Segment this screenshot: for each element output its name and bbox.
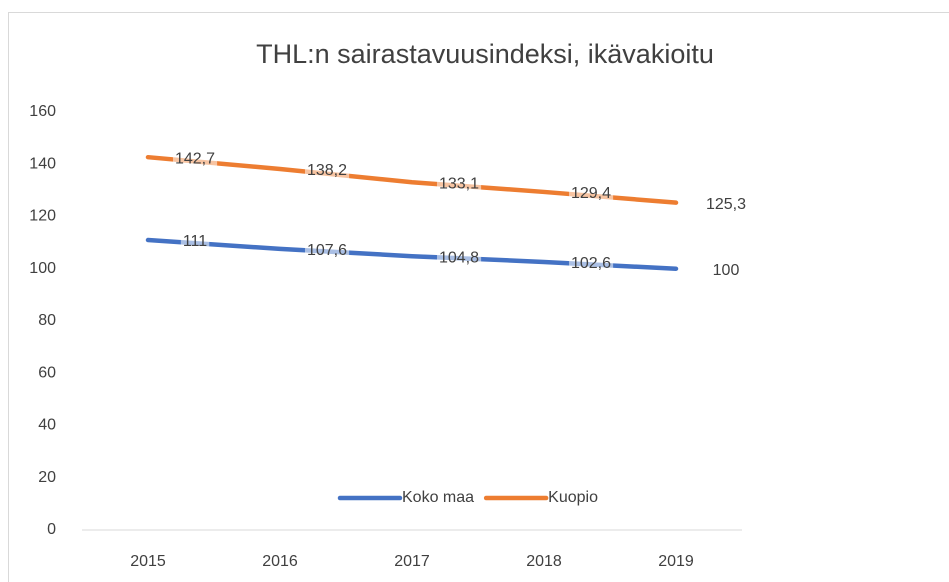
data-label-bg xyxy=(436,249,482,267)
data-label-bg xyxy=(180,233,210,251)
chart-title: THL:n sairastavuusindeksi, ikävakioitu xyxy=(256,39,714,69)
y-tick-label: 0 xyxy=(47,521,56,538)
data-label: 125,3 xyxy=(706,196,746,213)
data-label-bg xyxy=(568,185,614,203)
y-tick-label: 60 xyxy=(38,364,56,381)
data-label: 138,2 xyxy=(307,162,347,179)
legend-label: Kuopio xyxy=(548,489,598,506)
x-tick-label: 2015 xyxy=(130,553,166,570)
data-label-bg xyxy=(436,175,482,193)
x-tick-label: 2018 xyxy=(526,553,562,570)
y-tick-label: 140 xyxy=(29,155,56,172)
data-label: 129,4 xyxy=(571,185,611,202)
x-tick-label: 2016 xyxy=(262,553,298,570)
data-label: 142,7 xyxy=(175,150,215,167)
data-label-bg xyxy=(568,255,614,273)
y-tick-label: 120 xyxy=(29,208,56,225)
x-tick-label: 2017 xyxy=(394,553,430,570)
chart-border xyxy=(8,12,949,582)
data-label-bg xyxy=(172,150,218,168)
y-tick-label: 80 xyxy=(38,312,56,329)
legend-label: Koko maa xyxy=(402,489,474,506)
y-tick-label: 40 xyxy=(38,417,56,434)
data-label: 100 xyxy=(713,262,740,279)
y-tick-label: 100 xyxy=(29,260,56,277)
data-label: 111 xyxy=(183,233,207,250)
y-tick-label: 160 xyxy=(29,103,56,120)
x-tick-label: 2019 xyxy=(658,553,694,570)
y-tick-label: 20 xyxy=(38,469,56,486)
data-label: 104,8 xyxy=(439,249,479,266)
data-label: 133,1 xyxy=(439,175,479,192)
data-label: 107,6 xyxy=(307,242,347,259)
data-label-bg xyxy=(304,242,350,260)
data-label-bg xyxy=(304,162,350,180)
data-label: 102,6 xyxy=(571,255,611,272)
